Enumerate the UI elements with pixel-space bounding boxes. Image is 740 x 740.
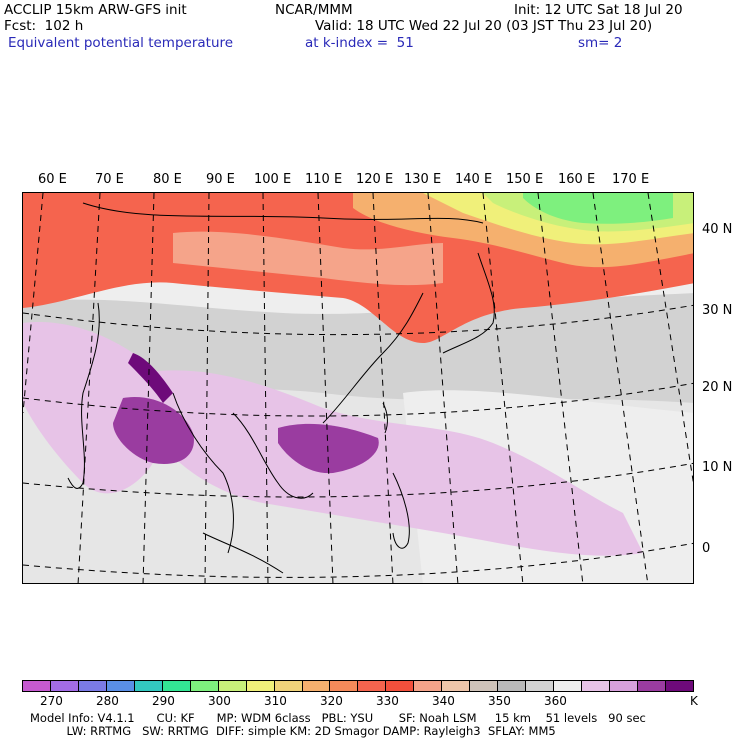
colorbar-tick-label: 320 — [320, 694, 343, 708]
lat-line — [23, 542, 693, 578]
smoothing-info: sm= 2 — [578, 35, 623, 51]
colorbar-tick-label: 270 — [40, 694, 63, 708]
lon-label: 110 E — [305, 172, 343, 187]
lon-label: 80 E — [153, 172, 182, 187]
colorbar-swatch — [246, 681, 275, 691]
lat-label: 0 — [702, 541, 711, 556]
colorbar-swatch — [78, 681, 107, 691]
lon-label: 90 E — [206, 172, 235, 187]
colorbar-swatch — [470, 681, 499, 691]
bengal-purple — [113, 397, 194, 464]
green-band — [523, 193, 673, 224]
lat-line — [23, 462, 693, 498]
lon-label: 60 E — [38, 172, 67, 187]
india-lavender — [23, 322, 164, 494]
myanmar-dark-purple — [128, 353, 173, 403]
salmon-patch — [173, 231, 443, 286]
graticule — [23, 193, 693, 583]
colorbar-swatch — [637, 681, 666, 691]
lon-label: 130 E — [404, 172, 442, 187]
colorbar — [22, 680, 694, 692]
colorbar-swatch — [302, 681, 331, 691]
lon-label: 170 E — [612, 172, 650, 187]
colorbar-tick-label: 290 — [152, 694, 175, 708]
colorbar-swatch — [330, 681, 359, 691]
sumatra-coast — [202, 532, 284, 574]
colorbar-swatch — [134, 681, 163, 691]
colorbar-swatch — [442, 681, 471, 691]
myanmar-coast — [172, 392, 234, 554]
lat-label: 40 N — [702, 222, 733, 237]
level-info: at k-index = 51 — [305, 35, 414, 51]
colorbar-tick-label: 300 — [208, 694, 231, 708]
indochina-coast — [232, 412, 314, 499]
lon-label: 120 E — [356, 172, 394, 187]
colorbar-swatch — [50, 681, 79, 691]
colorbar-tick-label: 350 — [488, 694, 511, 708]
colorbar-swatch — [274, 681, 303, 691]
model-info-line2: LW: RRTMG SW: RRTMG DIFF: simple KM: 2D … — [30, 724, 556, 738]
colorbar-swatch — [386, 681, 415, 691]
forecast-hour: Fcst: 102 h — [4, 18, 84, 34]
model-info-line1: Model Info: V4.1.1 CU: KF MP: WDM 6class… — [30, 711, 646, 725]
colorbar-swatch — [665, 681, 693, 691]
lon-line — [647, 193, 693, 484]
organization-label: NCAR/MMM — [275, 2, 353, 18]
init-time: Init: 12 UTC Sat 18 Jul 20 — [514, 2, 683, 18]
japan-coast — [442, 252, 495, 354]
map-canvas — [23, 193, 693, 583]
model-title: ACCLIP 15km ARW-GFS init — [4, 2, 187, 18]
field-name: Equivalent potential temperature — [8, 35, 234, 51]
lon-line — [23, 193, 44, 414]
lat-label: 20 N — [702, 380, 733, 395]
lon-label: 100 E — [254, 172, 292, 187]
colorbar-swatch — [358, 681, 387, 691]
china-coast — [322, 292, 424, 424]
colorbar-swatch — [162, 681, 191, 691]
colorbar-swatch — [218, 681, 247, 691]
colorbar-swatch — [526, 681, 555, 691]
lon-label: 70 E — [95, 172, 124, 187]
colorbar-tick-label: 310 — [264, 694, 287, 708]
bay-of-bengal-scs-lavender — [143, 370, 643, 556]
colorbar-tick-label: 330 — [376, 694, 399, 708]
colorbar-tick-label: 280 — [96, 694, 119, 708]
colorbar-unit: K — [690, 694, 698, 708]
colorbar-tick-label: 360 — [544, 694, 567, 708]
valid-time: Valid: 18 UTC Wed 22 Jul 20 (03 JST Thu … — [315, 18, 653, 34]
scs-purple — [278, 423, 379, 474]
colorbar-tick-label: 340 — [432, 694, 455, 708]
colorbar-swatch — [106, 681, 135, 691]
colorbar-swatch — [414, 681, 443, 691]
lat-label: 30 N — [702, 303, 733, 318]
colorbar-swatch — [554, 681, 583, 691]
colorbar-swatch — [498, 681, 527, 691]
colorbar-swatch — [190, 681, 219, 691]
lon-label: 140 E — [455, 172, 493, 187]
colorbar-swatch — [23, 681, 51, 691]
colorbar-swatch — [582, 681, 611, 691]
lat-line — [23, 382, 693, 417]
philippines-coast — [392, 472, 410, 549]
lon-label: 150 E — [506, 172, 544, 187]
colorbar-swatch — [610, 681, 638, 691]
lat-label: 10 N — [702, 460, 733, 475]
theta-e-map — [22, 192, 694, 584]
india-coast — [67, 302, 100, 489]
lon-label: 160 E — [558, 172, 596, 187]
coastlines — [67, 202, 495, 574]
border-north — [82, 202, 484, 224]
